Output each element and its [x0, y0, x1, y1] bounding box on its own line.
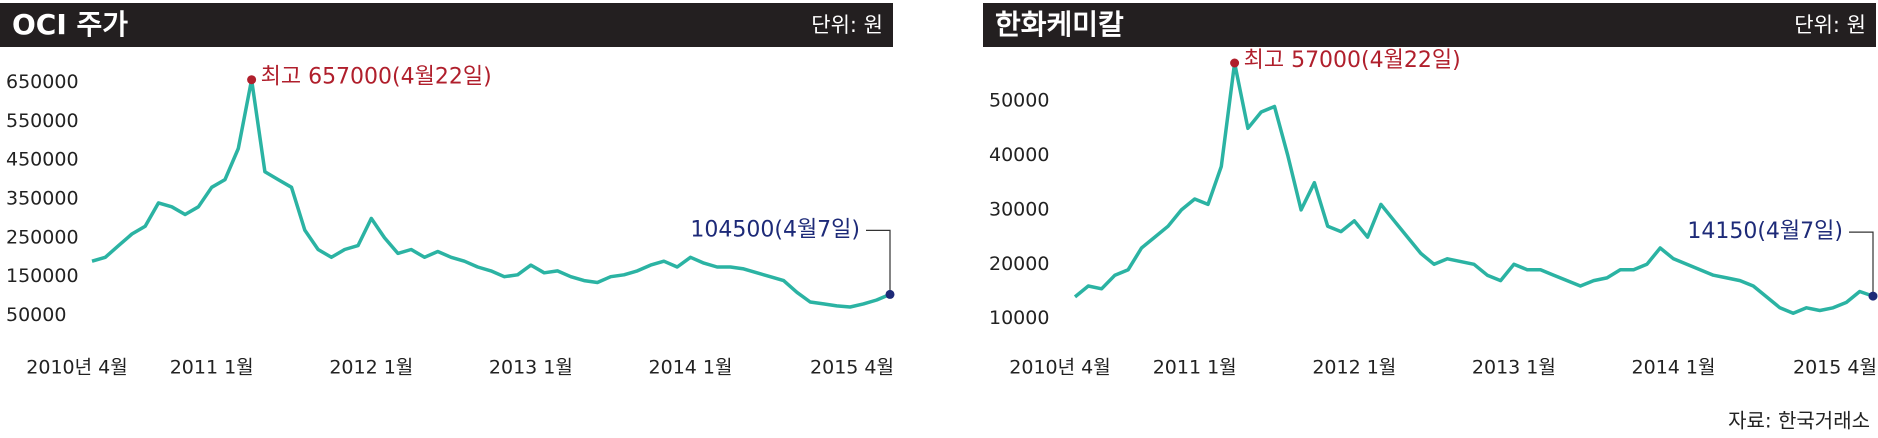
y-tick-label: 40000	[989, 144, 1049, 166]
y-tick-label: 10000	[989, 307, 1049, 329]
x-tick-label: 2010년 4월	[1009, 357, 1110, 379]
x-tick-label: 2014 1월	[1632, 357, 1716, 379]
x-tick-label: 2012 1월	[1312, 357, 1396, 379]
y-tick-label: 30000	[989, 198, 1049, 220]
unit-label: 단위: 원	[1794, 13, 1866, 37]
price-line	[91, 77, 891, 309]
unit-label: 단위: 원	[811, 13, 883, 37]
x-tick-label: 2015 4월	[810, 357, 894, 379]
y-tick-label: 250000	[6, 226, 79, 248]
chart-title: OCI 주가	[12, 8, 128, 41]
header-bar	[0, 3, 893, 47]
x-tick-label: 2011 1월	[170, 357, 254, 379]
y-tick-label: 350000	[6, 188, 79, 210]
peak-label: 최고 657000(4월22일)	[261, 65, 492, 90]
last-marker	[885, 289, 895, 299]
peak-marker	[247, 75, 257, 85]
leader-line	[866, 229, 891, 295]
x-tick-label: 2013 1월	[489, 357, 573, 379]
price-line	[1073, 61, 1874, 315]
peak-marker	[1230, 58, 1240, 68]
peak-label: 최고 57000(4월22일)	[1244, 48, 1461, 73]
y-tick-label: 50000	[989, 90, 1049, 112]
y-tick-label: 20000	[989, 253, 1049, 275]
last-label: 104500(4월7일)	[690, 217, 860, 242]
x-tick-label: 2014 1월	[649, 357, 733, 379]
x-tick-label: 2011 1월	[1153, 357, 1237, 379]
leader-line	[1849, 231, 1874, 297]
y-tick-label: 50000	[6, 304, 66, 326]
chart-title: 한화케미칼	[995, 8, 1124, 41]
x-tick-label: 2013 1월	[1472, 357, 1556, 379]
last-marker	[1868, 291, 1878, 301]
x-tick-label: 2012 1월	[329, 357, 413, 379]
y-tick-label: 150000	[6, 265, 79, 287]
last-label: 14150(4월7일)	[1687, 219, 1843, 244]
header-bar	[983, 3, 1876, 47]
y-tick-label: 650000	[6, 71, 79, 93]
y-tick-label: 450000	[6, 149, 79, 171]
y-tick-label: 550000	[6, 110, 79, 132]
source: 자료: 한국거래소	[1728, 409, 1870, 433]
x-tick-label: 2010년 4월	[26, 357, 127, 379]
x-tick-label: 2015 4월	[1793, 357, 1877, 379]
